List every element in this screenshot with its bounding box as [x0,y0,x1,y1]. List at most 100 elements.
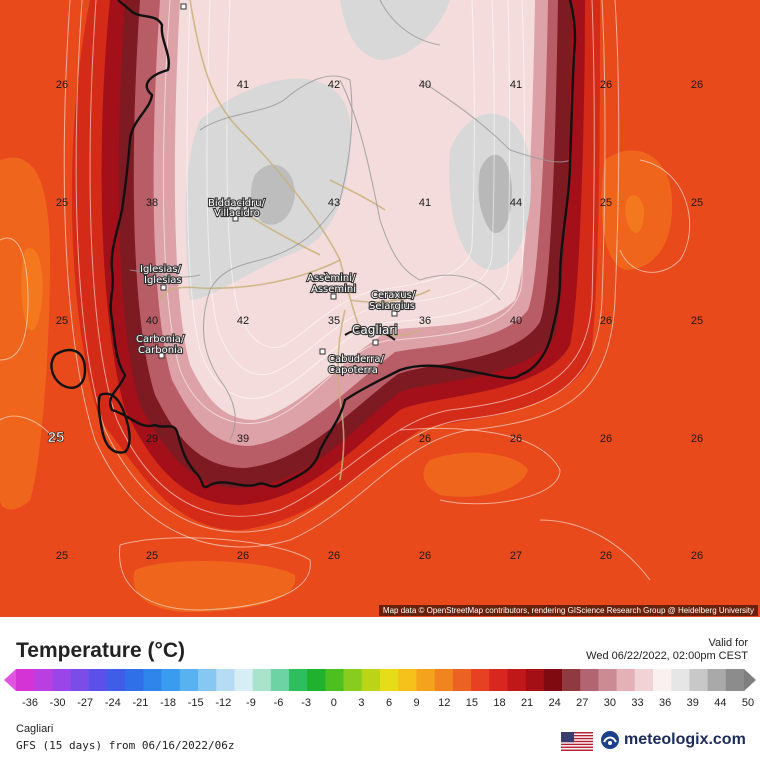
scale-cell [489,669,508,691]
scale-cell [234,669,253,691]
city-marker [391,310,398,317]
scale-cell [671,669,690,691]
scale-tick-label: 36 [659,697,672,709]
scale-cell [307,669,326,691]
city-label-line2: Carbonia [138,345,183,356]
scale-cell [398,669,417,691]
sardinia-coastline [109,0,577,489]
temperature-map[interactable]: 26 41 42 40 41 26 26 25 38 43 41 44 25 2… [0,0,760,617]
meteologix-logo-icon [601,731,619,749]
roads [159,0,431,481]
temp-label: 26 [600,433,612,445]
city-marker [180,3,187,10]
city-label-line2: Iglesias [144,275,182,286]
city-label-line2: Villacidro [214,208,260,219]
city-label-line1: Cabuderra/ [328,354,384,365]
temp-label: 25 [691,315,703,327]
scale-cell [107,669,126,691]
city-iglesias[interactable]: Iglesias/ Iglesias [139,263,183,291]
admin-borders [129,0,571,441]
scale-cell [16,669,35,691]
temp-label: 26 [328,550,340,562]
city-label-line2: Selargius [369,301,415,312]
temp-label: 26 [600,315,612,327]
scale-tick-label: 33 [631,697,644,709]
city-label-line2: Assemini [311,284,356,295]
city-marker [372,339,379,346]
scale-cell [289,669,308,691]
scale-tick-label: -36 [22,697,38,709]
scale-tick-label: -3 [301,697,312,709]
scale-cell [161,669,181,691]
city-assemini[interactable]: Assèmini/ Assemini [306,271,357,300]
scale-cell [70,669,90,691]
city-marker [158,352,165,359]
temp-label: 40 [419,79,431,91]
scale-cell [725,669,745,691]
scale-cell [416,669,435,691]
scale-cell [34,669,53,691]
city-capoterra[interactable]: Cabuderra/ Capoterra [319,348,386,377]
san-pietro-island [97,392,131,454]
temp-label: 41 [237,79,249,91]
sea-patch-south [133,560,296,612]
temp-label: 26 [419,433,431,445]
temp-label: 43 [328,197,340,209]
temp-label: 26 [600,550,612,562]
temp-label: 25 [146,550,158,562]
scale-tick-label: 44 [714,697,727,709]
scale-cell [689,669,708,691]
temp-label: 29 [146,433,158,445]
city-cagliari[interactable]: Cagliari [351,322,399,346]
scale-ticks: -36 -30 -27 -24 -21 -18 -15 -12 -9 -6 -3 0 3 6 9 12 15 18… [0,697,760,711]
scale-cell [380,669,399,691]
scale-tick-label: -18 [160,697,177,709]
meteologix-logo[interactable]: meteologix.com [600,730,746,750]
scale-cell [88,669,108,691]
city-label-line1: Assèmini/ [307,272,356,284]
scale-tick-label: -21 [132,697,149,709]
scale-arrow-right [744,669,756,691]
scale-cell [707,669,727,691]
scale-cell [198,669,217,691]
us-flag-icon[interactable] [561,732,593,751]
temp-label: 25 [691,197,703,209]
scale-cells [16,669,745,691]
city-marker [319,348,326,355]
temp-label: 42 [237,315,249,327]
isotherm-patch-west-core [250,164,295,225]
city-carbonia[interactable]: Carbonia/ Carbonia [135,333,186,359]
temp-label: 44 [510,197,522,209]
city-selargius[interactable]: Ceraxus/ Selargius [368,289,417,317]
sant-antioco-island [50,348,87,389]
temp-label: 40 [510,315,522,327]
city-villacidro[interactable]: Biddacidru/ Villacidro [207,197,267,222]
temp-label: 42 [328,79,340,91]
scale-cell [653,669,672,691]
city-marker [330,293,337,300]
scale-cell [507,669,526,691]
valid-date: Wed 06/22/2022, 02:00pm CEST [586,650,748,662]
scale-tick-label: 24 [548,697,561,709]
temp-label: 40 [146,315,158,327]
city-label-line1: Cagliari [352,323,398,337]
scale-cell [325,669,344,691]
scale-cell [343,669,363,691]
temp-label: 25 [56,550,68,562]
city-label-line1: Iglesias/ [140,264,182,275]
scale-tick-label: 6 [385,697,393,709]
temp-label: 25 [56,315,68,327]
temp-label: 26 [510,433,522,445]
temp-label: 27 [510,550,522,562]
temp-label: 35 [328,315,340,327]
scale-cell [270,669,290,691]
scale-tick-label: 0 [330,697,337,709]
temp-label: 25 [56,197,68,209]
brand-name: meteologix.com [624,731,746,748]
scale-tick-label: 50 [741,697,755,709]
scale-cell [52,669,71,691]
scale-tick-label: 21 [520,697,534,709]
sea-patch-west-inner [21,248,43,331]
scale-tick-label: -27 [77,697,94,709]
scale-cell [580,669,599,691]
